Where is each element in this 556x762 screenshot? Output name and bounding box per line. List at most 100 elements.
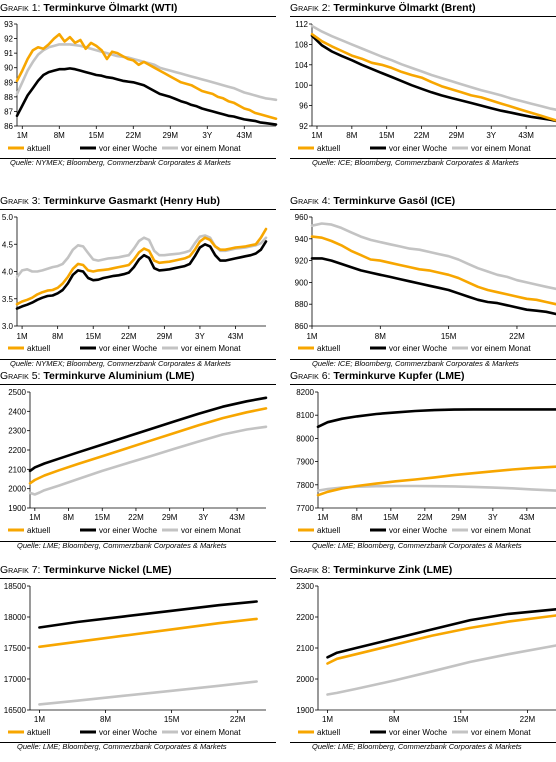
chart-panel: Grafik 5: Terminkurve Aluminium (LME)190… (0, 370, 276, 561)
series-line (312, 224, 556, 289)
y-tick-label: 93 (4, 20, 13, 29)
x-tick-label: 8M (375, 332, 386, 341)
x-tick-label: 22M (128, 513, 144, 522)
x-tick-label: 1M (322, 715, 333, 724)
x-tick-label: 22M (414, 131, 430, 140)
legend-label: vor einem Monat (181, 344, 241, 353)
legend-label: aktuell (27, 728, 50, 737)
y-tick-label: 920 (295, 257, 309, 266)
chart-source: Quelle: LME; Bloomberg, Commerzbank Corp… (312, 742, 522, 751)
legend-label: vor einem Monat (471, 144, 531, 153)
y-tick-label: 16500 (4, 706, 27, 715)
x-tick-label: 1M (306, 332, 317, 341)
legend-label: vor einer Woche (99, 728, 158, 737)
x-tick-label: 8M (100, 715, 111, 724)
y-tick-label: 8000 (296, 434, 314, 443)
legend-label: aktuell (317, 728, 340, 737)
y-tick-label: 3.0 (2, 322, 14, 331)
legend-label: vor einer Woche (389, 526, 448, 535)
y-tick-label: 96 (299, 102, 308, 111)
x-tick-label: 22M (417, 513, 433, 522)
y-tick-label: 108 (295, 40, 309, 49)
legend-label: aktuell (317, 526, 340, 535)
x-tick-label: 3Y (198, 513, 208, 522)
x-tick-label: 43M (228, 332, 244, 341)
y-tick-label: 88 (4, 93, 13, 102)
x-tick-label: 22M (509, 332, 525, 341)
x-tick-label: 29M (157, 332, 173, 341)
y-tick-label: 960 (295, 213, 309, 222)
legend-label: vor einem Monat (471, 728, 531, 737)
x-tick-label: 8M (351, 513, 362, 522)
y-tick-label: 880 (295, 300, 309, 309)
x-tick-label: 1M (317, 513, 328, 522)
y-tick-label: 2100 (296, 644, 314, 653)
legend-label: vor einer Woche (99, 526, 158, 535)
y-tick-label: 18500 (4, 582, 27, 591)
series-line (39, 682, 256, 705)
series-line (17, 34, 276, 119)
x-tick-label: 15M (85, 332, 101, 341)
legend-label: aktuell (317, 344, 340, 353)
y-tick-label: 4.0 (2, 268, 14, 277)
x-tick-label: 3Y (486, 131, 496, 140)
y-tick-label: 8200 (296, 388, 314, 397)
y-tick-label: 5.0 (2, 213, 14, 222)
y-tick-label: 2500 (8, 388, 26, 397)
x-tick-label: 15M (441, 332, 457, 341)
x-tick-label: 3Y (202, 131, 212, 140)
series-line (312, 258, 556, 314)
y-tick-label: 91 (4, 49, 13, 58)
legend-label: vor einer Woche (389, 728, 448, 737)
y-tick-label: 2100 (8, 465, 26, 474)
x-tick-label: 8M (54, 131, 65, 140)
chart-panel: Grafik 3: Terminkurve Gasmarkt (Henry Hu… (0, 195, 276, 379)
series-line (312, 34, 556, 120)
chart-source: Quelle: ICE; Bloomberg, Commerzbank Corp… (312, 158, 519, 167)
x-tick-label: 15M (89, 131, 105, 140)
y-tick-label: 2300 (296, 582, 314, 591)
legend-label: aktuell (27, 144, 50, 153)
y-tick-label: 2300 (8, 427, 26, 436)
y-tick-label: 2400 (8, 407, 26, 416)
chart-source: Quelle: LME; Bloomberg, Commerzbank Corp… (17, 541, 227, 550)
y-tick-label: 2200 (296, 613, 314, 622)
series-line (312, 237, 556, 305)
x-tick-label: 1M (34, 715, 45, 724)
y-tick-label: 86 (4, 122, 13, 131)
chart-source: Quelle: NYMEX; Bloomberg, Commerzbank Co… (10, 158, 231, 167)
x-tick-label: 8M (346, 131, 357, 140)
legend-label: aktuell (27, 526, 50, 535)
y-tick-label: 4.5 (2, 240, 14, 249)
x-tick-label: 8M (63, 513, 74, 522)
x-tick-label: 22M (520, 715, 536, 724)
x-tick-label: 1M (17, 131, 28, 140)
series-line (328, 616, 556, 664)
x-tick-label: 8M (52, 332, 63, 341)
x-tick-label: 15M (383, 513, 399, 522)
x-tick-label: 8M (389, 715, 400, 724)
y-tick-label: 18000 (4, 613, 27, 622)
y-tick-label: 89 (4, 78, 13, 87)
series-line (318, 409, 556, 426)
series-line (312, 26, 556, 110)
legend-label: vor einem Monat (181, 728, 241, 737)
y-tick-label: 860 (295, 322, 309, 331)
series-line (30, 398, 266, 471)
legend-label: vor einem Monat (471, 526, 531, 535)
y-tick-label: 90 (4, 64, 13, 73)
x-tick-label: 22M (230, 715, 246, 724)
series-line (30, 408, 266, 483)
chart-source: Quelle: ICE; Bloomberg, Commerzbank Corp… (312, 359, 519, 368)
series-line (17, 68, 276, 124)
y-tick-label: 940 (295, 235, 309, 244)
x-tick-label: 29M (163, 131, 179, 140)
series-line (318, 467, 556, 496)
x-tick-label: 43M (518, 131, 534, 140)
